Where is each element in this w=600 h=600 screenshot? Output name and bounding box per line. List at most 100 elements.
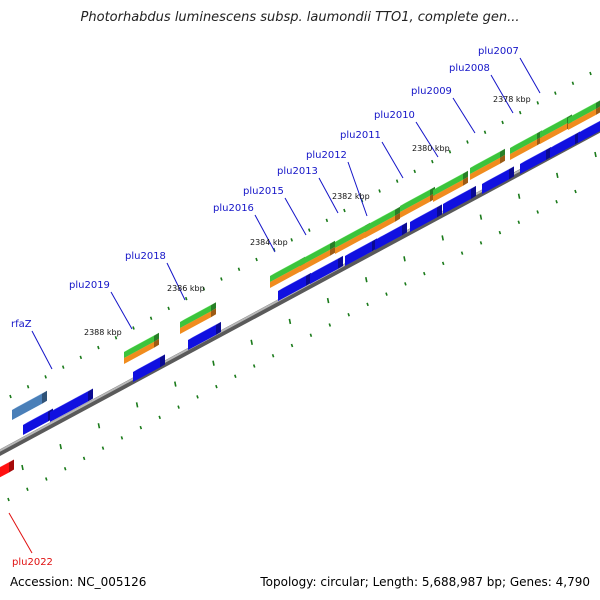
scale-tick-lower	[215, 384, 218, 389]
forward-gene-block-top	[482, 166, 514, 184]
scale-tick-lower	[385, 292, 388, 296]
forward-gene-block	[520, 146, 551, 174]
forward-gene-block-front	[345, 241, 372, 266]
scale-tick-upper	[44, 375, 47, 379]
forward-gene-block-top	[443, 185, 476, 204]
cds-stack-block-orange-front	[180, 311, 211, 334]
rfaZ-gene-block-side	[42, 390, 47, 404]
tick-layer	[7, 71, 597, 502]
scale-tick-upper	[536, 101, 540, 105]
scale-tick-outer	[288, 318, 292, 325]
forward-gene-block	[133, 354, 165, 382]
cds-stack-block-green	[433, 170, 468, 196]
scale-tick-lower	[63, 466, 67, 471]
scale-tick-lower	[309, 333, 313, 337]
rfaZ-gene-block-front	[12, 393, 42, 420]
scale-tick-outer	[21, 464, 24, 471]
scale-tick-lower	[26, 487, 29, 491]
scale-tick-upper	[431, 159, 434, 164]
cds-stack-block-orange-front	[300, 249, 330, 272]
cds-stack-block-green	[124, 332, 159, 358]
label-line-layer	[8, 57, 541, 554]
scale-tick-lower	[196, 395, 199, 399]
gene-label-plu2007: plu2007	[478, 46, 519, 57]
scale-kbp-label: 2380 kbp	[412, 144, 450, 153]
scale-tick-upper	[237, 267, 241, 272]
forward-gene-block-top	[188, 321, 221, 340]
scale-tick-outer	[250, 339, 253, 345]
scale-tick-lower	[423, 271, 426, 276]
plu2022-gene-block-side	[9, 459, 14, 473]
forward-gene-block-top	[278, 272, 311, 291]
scale-kbp-label: 2378 kbp	[493, 95, 531, 104]
forward-gene-block-front	[50, 391, 88, 422]
scale-tick-outer	[135, 402, 139, 408]
cds-stack-block-green-front	[270, 259, 300, 282]
plu2022-gene-block-top	[0, 459, 14, 468]
cds-stack-block-green-top	[335, 222, 370, 242]
forward-gene-block-front	[482, 169, 509, 194]
gene-leader-line	[166, 262, 186, 301]
cds-stack-block-green-front	[335, 225, 365, 248]
forward-gene-block-front	[278, 275, 306, 301]
cds-stack-block-green-top	[180, 302, 216, 322]
forward-gene-block-front	[410, 207, 437, 232]
forward-gene-block-top	[550, 131, 580, 148]
forward-gene-block	[410, 204, 442, 232]
scale-tick-upper	[290, 238, 293, 242]
gene-leader-line	[318, 177, 339, 214]
scale-tick-upper	[448, 150, 452, 154]
gene-leader-line	[452, 97, 476, 134]
genome-summary-text: Topology: circular; Length: 5,688,987 bp…	[260, 575, 590, 589]
gene-label-plu2012: plu2012	[306, 150, 347, 161]
forward-gene-block	[310, 255, 343, 284]
rfaZ-gene-block-top	[12, 390, 47, 410]
scale-tick-upper	[378, 189, 381, 193]
gene-leader-line	[8, 512, 33, 554]
cds-stack-block-green-side	[395, 206, 400, 216]
gene-label-plu2009: plu2009	[411, 86, 452, 97]
scale-tick-lower	[139, 425, 143, 430]
scale-tick-lower	[234, 374, 237, 379]
scale-kbp-label: 2382 kbp	[332, 192, 370, 201]
cds-stack-block-green-side	[596, 100, 600, 109]
scale-kbp-label: 2388 kbp	[84, 328, 122, 337]
map-title: Photorhabdus luminescens subsp. laumondi…	[80, 10, 520, 25]
forward-gene-block	[443, 185, 476, 214]
label-layer: plu2007 plu2008 plu2009 plu2010 plu2011 plu20…	[11, 46, 531, 568]
scale-tick-upper	[132, 326, 135, 330]
cds-stack-block-green-side	[211, 302, 216, 312]
forward-gene-block	[578, 120, 600, 143]
cds-stack-block-green-front	[540, 117, 567, 138]
scale-tick-upper	[413, 169, 417, 174]
gene-label-plu2015: plu2015	[243, 186, 284, 197]
forward-gene-block-side	[306, 272, 311, 286]
cds-stack-block-green-front	[510, 133, 537, 154]
scale-tick-upper	[571, 81, 575, 86]
scale-tick-upper	[220, 277, 223, 281]
scale-tick-outer	[212, 360, 215, 366]
scale-tick-lower	[101, 446, 105, 450]
forward-gene-block-side	[471, 185, 476, 199]
gene-label-plu2018: plu2018	[125, 251, 166, 262]
scale-tick-lower	[441, 261, 445, 266]
forward-gene-block-top	[50, 388, 93, 412]
scale-tick-lower	[460, 251, 464, 255]
gene-label-plu2010: plu2010	[374, 110, 415, 121]
forward-gene-block	[482, 166, 514, 194]
cds-stack-block-green	[365, 206, 400, 232]
gene-leader-line	[254, 214, 276, 253]
scale-tick-outer	[556, 172, 559, 179]
scale-tick-upper	[202, 287, 206, 291]
scale-tick-upper	[255, 257, 258, 262]
accession-text: Accession: NC_005126	[10, 575, 147, 589]
gene-layer	[0, 100, 600, 478]
gene-leader-line	[490, 74, 514, 114]
cds-stack-block-orange-front	[270, 265, 300, 288]
forward-gene-block-top	[310, 255, 343, 274]
scale-tick-lower	[498, 230, 502, 235]
scale-tick-outer	[174, 381, 177, 387]
cds-stack-block-orange-front	[400, 195, 430, 218]
forward-gene-block-top	[133, 354, 165, 372]
